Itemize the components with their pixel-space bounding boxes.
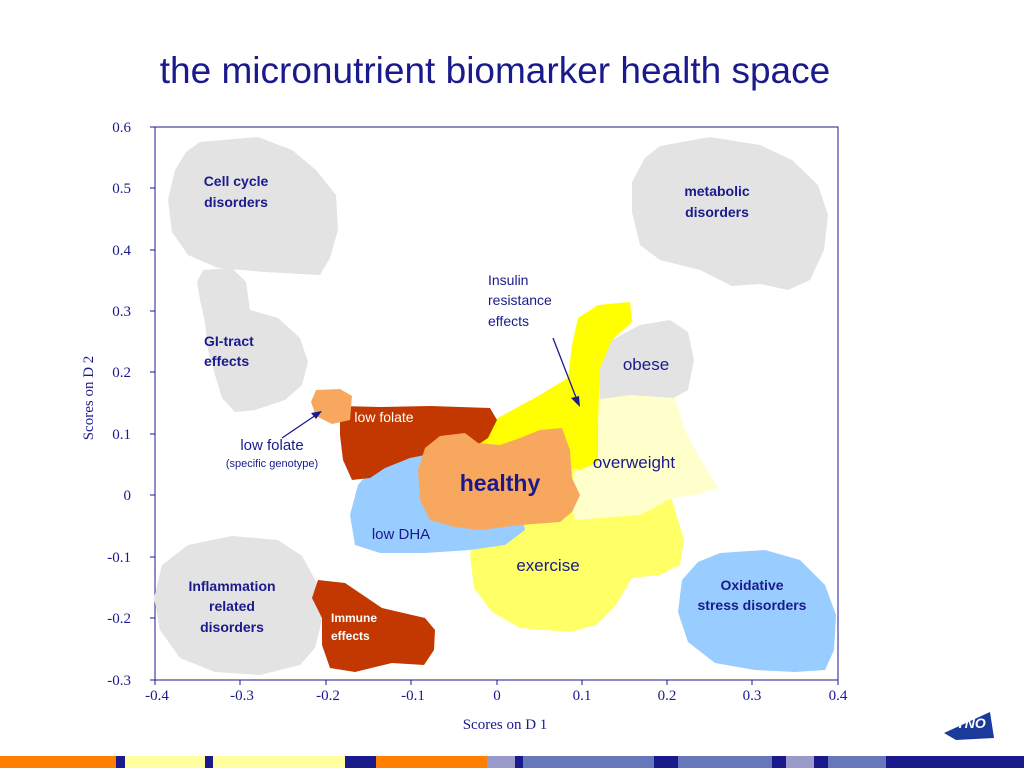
label-line: stress disorders [698, 597, 807, 613]
label-line: related [209, 598, 255, 614]
label-cell-cycle: Cell cycle disorders [204, 173, 269, 210]
label-line: GI-tract [204, 333, 254, 349]
label-line: Oxidative [720, 577, 783, 593]
x-tick-label: 0.2 [658, 688, 677, 704]
label-line: effects [204, 353, 249, 369]
x-tick-label: 0.1 [573, 688, 592, 704]
label-line: effects [488, 313, 529, 329]
label-line: disorders [685, 204, 749, 220]
x-tick-label: 0.4 [829, 688, 848, 704]
y-tick-label: 0.6 [112, 120, 131, 136]
logo-text: TNO [956, 715, 986, 731]
y-tick-label: -0.2 [107, 611, 131, 627]
region-inflammation [154, 536, 322, 675]
label-overweight: overweight [593, 453, 675, 472]
label-line: disorders [200, 619, 264, 635]
y-tick-label: 0.5 [112, 181, 131, 197]
region-metabolic [632, 137, 828, 290]
bottom-color-bar [0, 756, 1024, 768]
y-tick-label: 0 [124, 488, 132, 504]
label-gi-tract: GI-tract effects [204, 333, 254, 369]
y-tick-label: -0.3 [107, 673, 131, 689]
label-low-dha: low DHA [372, 526, 430, 543]
label-line: disorders [204, 194, 268, 210]
x-tick-label: 0.3 [743, 688, 762, 704]
label-exercise: exercise [516, 556, 579, 575]
label-low-folate-genotype-sub: (specific genotype) [226, 458, 318, 470]
y-tick-label: 0.1 [112, 427, 131, 443]
x-tick-label: -0.3 [230, 688, 254, 704]
x-tick-label: 0 [493, 688, 501, 704]
region-oxidative [678, 550, 836, 672]
logo-triangle [944, 712, 994, 740]
region-immune [312, 580, 435, 672]
x-tick-labels: -0.4 -0.3 -0.2 -0.1 0 0.1 0.2 0.3 0.4 [145, 688, 848, 704]
label-line: Inflammation [188, 578, 275, 594]
label-line: Insulin [488, 272, 528, 288]
y-tick-marks [150, 126, 155, 681]
region-obese-grey [598, 320, 694, 403]
y-axis-label: Scores on D 2 [81, 356, 97, 441]
label-line: resistance [488, 292, 552, 308]
x-tick-label: -0.2 [316, 688, 340, 704]
region-overweight [570, 395, 718, 520]
insulin-arrow-line [552, 337, 578, 401]
region-cell-cycle [168, 137, 338, 275]
x-tick-label: -0.1 [401, 688, 425, 704]
genotype-arrow-line [281, 414, 317, 439]
x-tick-marks [154, 680, 839, 685]
x-tick-label: -0.4 [145, 688, 169, 704]
label-line: Cell cycle [204, 173, 269, 189]
y-tick-label: 0.3 [112, 304, 131, 320]
region-insulin [468, 302, 632, 470]
y-tick-label: 0.4 [112, 243, 131, 259]
region-gi-tract [197, 268, 308, 412]
y-tick-label: 0.2 [112, 365, 131, 381]
label-insulin: Insulin resistance effects [488, 272, 552, 329]
page-title: the micronutrient biomarker health space [159, 50, 831, 91]
insulin-arrow-head [571, 396, 580, 407]
label-low-folate-genotype: low folate [240, 437, 303, 454]
region-low-folate-genotype [311, 389, 352, 424]
label-line: Immune [331, 611, 377, 625]
label-line: metabolic [684, 183, 750, 199]
label-immune: Immune effects [331, 611, 377, 643]
region-low-folate [340, 406, 497, 480]
genotype-arrow-head [311, 411, 322, 419]
y-tick-labels: 0.6 0.5 0.4 0.3 0.2 0.1 0 -0.1 -0.2 -0.3 [107, 120, 131, 689]
y-tick-label: -0.1 [107, 550, 131, 566]
label-inflammation: Inflammation related disorders [188, 578, 275, 635]
label-metabolic: metabolic disorders [684, 183, 750, 220]
label-healthy: healthy [460, 470, 541, 496]
label-line: effects [331, 629, 370, 643]
tno-logo: TNO [944, 712, 994, 740]
region-healthy [418, 428, 580, 530]
label-low-folate: low folate [354, 409, 413, 425]
label-obese: obese [623, 355, 669, 374]
x-axis-label: Scores on D 1 [463, 717, 548, 733]
label-oxidative: Oxidative stress disorders [698, 577, 807, 613]
